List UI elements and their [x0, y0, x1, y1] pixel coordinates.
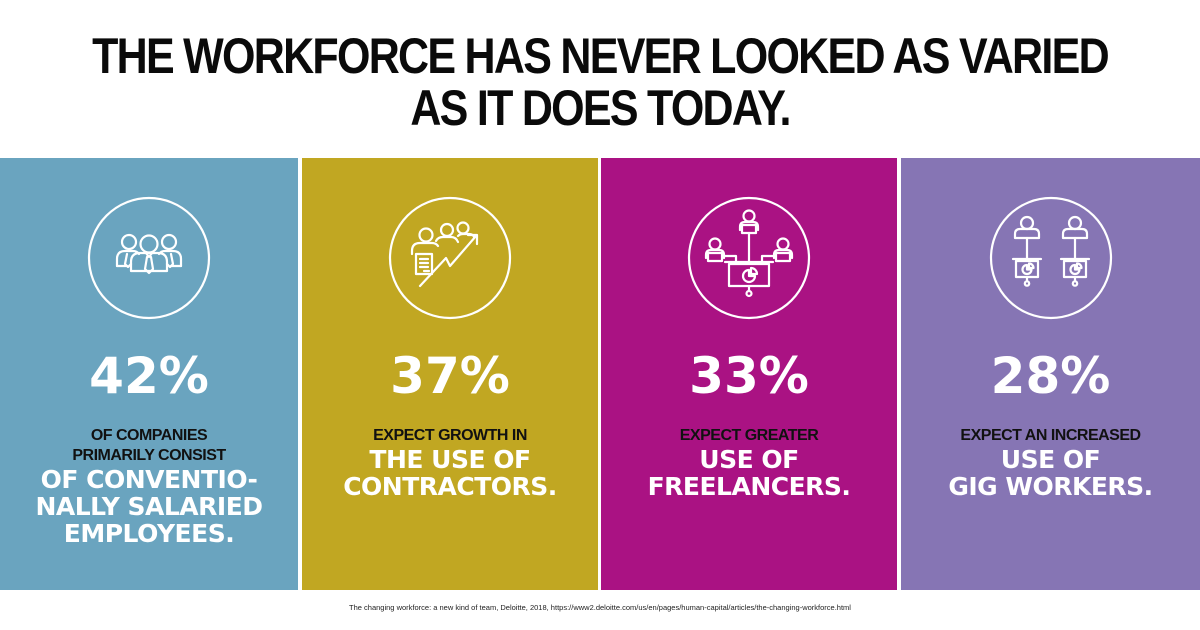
- stat-panel-gig-workers: 28% EXPECT AN INCREASED USE OF GIG WORKE…: [901, 158, 1200, 590]
- stat-panel-salaried: 42% OF COMPANIES PRIMARILY CONSIST OF CO…: [0, 158, 298, 590]
- stat-description: EXPECT GREATER USE OF FREELANCERS.: [601, 426, 897, 500]
- stat-value: 42%: [89, 347, 209, 405]
- emphasis-line: NALLY SALARIED: [35, 492, 263, 521]
- emphasis-line: OF CONVENTIO-: [40, 465, 258, 494]
- lead-line: PRIMARILY CONSIST: [72, 447, 226, 464]
- stat-description: OF COMPANIES PRIMARILY CONSIST OF CONVEN…: [0, 426, 298, 547]
- headline-line-2: AS IT DOES TODAY.: [410, 80, 791, 136]
- headline: THE WORKFORCE HAS NEVER LOOKED AS VARIED…: [84, 30, 1116, 134]
- contractors-growth-icon: [388, 196, 512, 320]
- stat-value: 28%: [990, 347, 1111, 405]
- team-of-employees-icon: [87, 196, 211, 320]
- stat-description: EXPECT GROWTH IN THE USE OF CONTRACTORS.: [302, 426, 598, 500]
- gig-workers-icon: [989, 196, 1113, 320]
- stat-panel-freelancers: 33% EXPECT GREATER USE OF FREELANCERS.: [601, 158, 897, 590]
- headline-line-1: THE WORKFORCE HAS NEVER LOOKED AS VARIED: [92, 28, 1110, 84]
- lead-line: OF COMPANIES: [90, 427, 208, 444]
- emphasis-line: USE OF: [1000, 445, 1101, 474]
- stat-value: 33%: [689, 347, 809, 405]
- emphasis-line: USE OF: [699, 445, 799, 474]
- stat-description: EXPECT AN INCREASED USE OF GIG WORKERS.: [901, 426, 1200, 500]
- lead-line: EXPECT GROWTH IN: [373, 427, 527, 444]
- lead-line: EXPECT AN INCREASED: [960, 427, 1141, 444]
- source-citation: The changing workforce: a new kind of te…: [349, 603, 851, 612]
- emphasis-line: EMPLOYEES.: [63, 519, 235, 548]
- lead-line: EXPECT GREATER: [679, 427, 819, 444]
- emphasis-line: THE USE OF: [369, 445, 531, 474]
- stat-value: 37%: [390, 347, 510, 405]
- stat-panel-contractors: 37% EXPECT GROWTH IN THE USE OF CONTRACT…: [302, 158, 598, 590]
- freelancers-network-icon: [687, 196, 811, 320]
- emphasis-line: GIG WORKERS.: [948, 472, 1153, 501]
- emphasis-line: FREELANCERS.: [647, 472, 851, 501]
- emphasis-line: CONTRACTORS.: [343, 472, 557, 501]
